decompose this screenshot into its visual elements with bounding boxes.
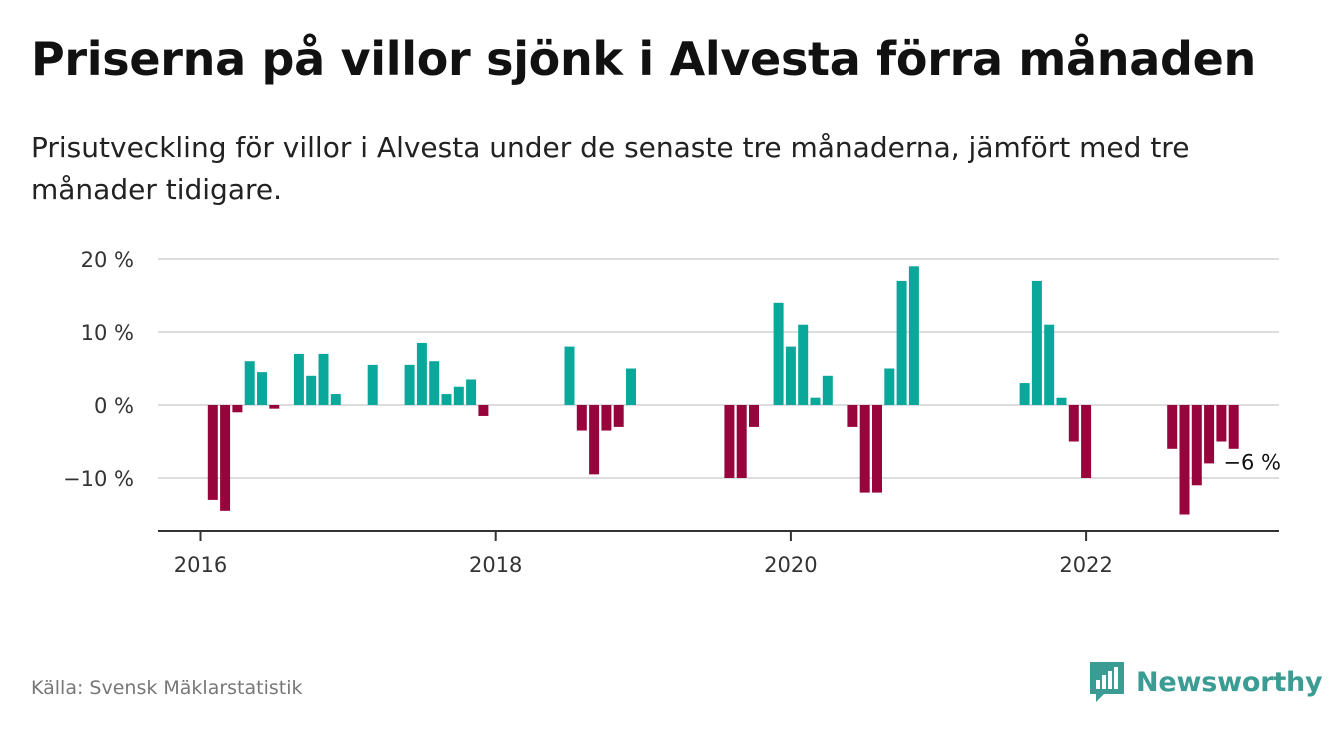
bar bbox=[318, 353, 329, 405]
bar bbox=[613, 405, 624, 427]
bar bbox=[736, 405, 747, 478]
bar bbox=[220, 405, 231, 511]
bar bbox=[429, 361, 440, 405]
chart-subtitle: Prisutveckling för villor i Alvesta unde… bbox=[31, 131, 1190, 206]
bar-chart-logo-icon bbox=[1090, 662, 1124, 702]
bar bbox=[1191, 405, 1202, 486]
brand-name: Newsworthy bbox=[1136, 666, 1323, 698]
x-tick-label: 2022 bbox=[1059, 553, 1112, 577]
y-tick-label: −10 % bbox=[63, 467, 134, 491]
bar bbox=[884, 368, 895, 405]
bar bbox=[896, 280, 907, 405]
bar bbox=[564, 346, 575, 405]
bar bbox=[626, 368, 636, 405]
bar bbox=[872, 405, 882, 493]
x-tick-label: 2018 bbox=[469, 553, 522, 577]
bar bbox=[367, 364, 378, 405]
bar bbox=[1204, 405, 1215, 464]
bar bbox=[207, 405, 218, 500]
bar bbox=[1167, 405, 1178, 449]
bar bbox=[478, 405, 489, 416]
bar bbox=[244, 361, 255, 405]
bar bbox=[441, 394, 452, 405]
bar bbox=[589, 405, 600, 475]
bar bbox=[404, 364, 415, 405]
bar bbox=[785, 346, 796, 405]
chart-title: Priserna på villor sjönk i Alvesta förra… bbox=[31, 32, 1256, 86]
bar bbox=[1179, 405, 1190, 515]
bar bbox=[1216, 405, 1227, 442]
bar bbox=[1056, 397, 1067, 405]
bar bbox=[232, 405, 243, 413]
annotation-background bbox=[1221, 449, 1274, 476]
bar bbox=[859, 405, 870, 493]
bar bbox=[908, 266, 919, 405]
bar bbox=[1081, 405, 1092, 478]
bar bbox=[306, 375, 317, 405]
bar bbox=[576, 405, 587, 431]
bar bbox=[416, 342, 427, 405]
bar bbox=[466, 379, 477, 405]
bar bbox=[257, 372, 267, 405]
bar bbox=[1019, 383, 1030, 405]
bar bbox=[822, 375, 833, 405]
y-tick-label: 0 % bbox=[94, 394, 134, 418]
y-tick-label: 20 % bbox=[81, 248, 134, 272]
bar bbox=[1031, 280, 1042, 405]
bar bbox=[798, 324, 809, 405]
bar bbox=[810, 397, 821, 405]
source-note: Källa: Svensk Mäklarstatistik bbox=[31, 677, 303, 699]
bar bbox=[1044, 324, 1055, 405]
bar bbox=[453, 386, 464, 405]
bar bbox=[1228, 405, 1239, 449]
bar bbox=[724, 405, 735, 478]
brand-logo: Newsworthy bbox=[1088, 660, 1323, 704]
bar bbox=[601, 405, 612, 431]
y-tick-label: 10 % bbox=[81, 321, 134, 345]
bar bbox=[773, 302, 784, 405]
bar bbox=[330, 394, 341, 405]
bar bbox=[293, 353, 304, 405]
x-tick-label: 2020 bbox=[764, 553, 817, 577]
annotation-label: −6 % bbox=[1223, 451, 1281, 475]
bar bbox=[749, 405, 759, 427]
bar bbox=[269, 405, 280, 409]
x-tick-label: 2016 bbox=[174, 553, 227, 577]
bar bbox=[1068, 405, 1079, 442]
bar bbox=[847, 405, 858, 427]
